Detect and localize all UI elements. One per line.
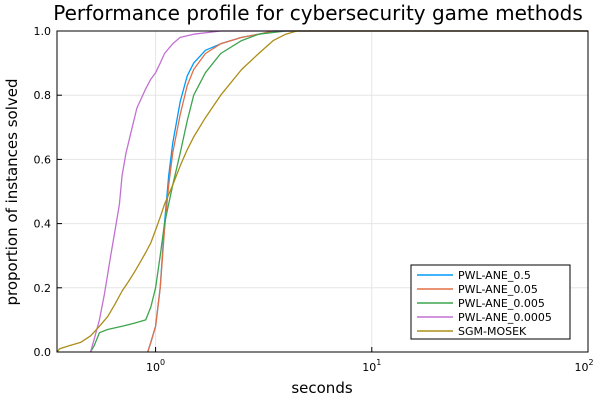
series-line-pwl-ane-0-0005 <box>89 30 588 353</box>
y-tick-label: 1.0 <box>34 25 52 38</box>
legend-label-pwl-ane-0-0005: PWL-ANE_0.0005 <box>458 311 552 324</box>
plot-frame <box>56 30 589 353</box>
y-tick-label: 0.4 <box>34 218 52 231</box>
x-tick-label: 102 <box>574 358 593 374</box>
series-lines <box>56 30 588 353</box>
y-axis-label: proportion of instances solved <box>3 78 21 305</box>
chart-title: Performance profile for cybersecurity ga… <box>53 1 583 25</box>
y-axis-ticks: 0.0 0.2 0.4 0.6 0.8 1.0 <box>34 25 62 359</box>
x-axis-ticks: 100 101 102 <box>146 347 594 374</box>
series-line-sgm-mosek <box>56 30 588 353</box>
y-tick-label: 0.8 <box>34 89 52 102</box>
x-tick-label: 100 <box>146 358 165 374</box>
y-tick-label: 0.0 <box>34 346 52 359</box>
x-axis-label: seconds <box>291 379 352 397</box>
legend: PWL-ANE_0.5PWL-ANE_0.05PWL-ANE_0.005PWL-… <box>410 264 571 340</box>
legend-label-sgm-mosek: SGM-MOSEK <box>458 325 527 338</box>
series-line-pwl-ane-0-05 <box>147 30 588 353</box>
y-tick-label: 0.6 <box>34 153 52 166</box>
y-tick-label: 0.2 <box>34 282 52 295</box>
x-tick-label: 101 <box>362 358 381 374</box>
series-line-pwl-ane-0-005 <box>89 30 588 353</box>
legend-label-pwl-ane-0-005: PWL-ANE_0.005 <box>458 297 545 310</box>
legend-box <box>410 264 571 340</box>
legend-label-pwl-ane-0-5: PWL-ANE_0.5 <box>458 269 531 282</box>
legend-label-pwl-ane-0-05: PWL-ANE_0.05 <box>458 283 538 296</box>
